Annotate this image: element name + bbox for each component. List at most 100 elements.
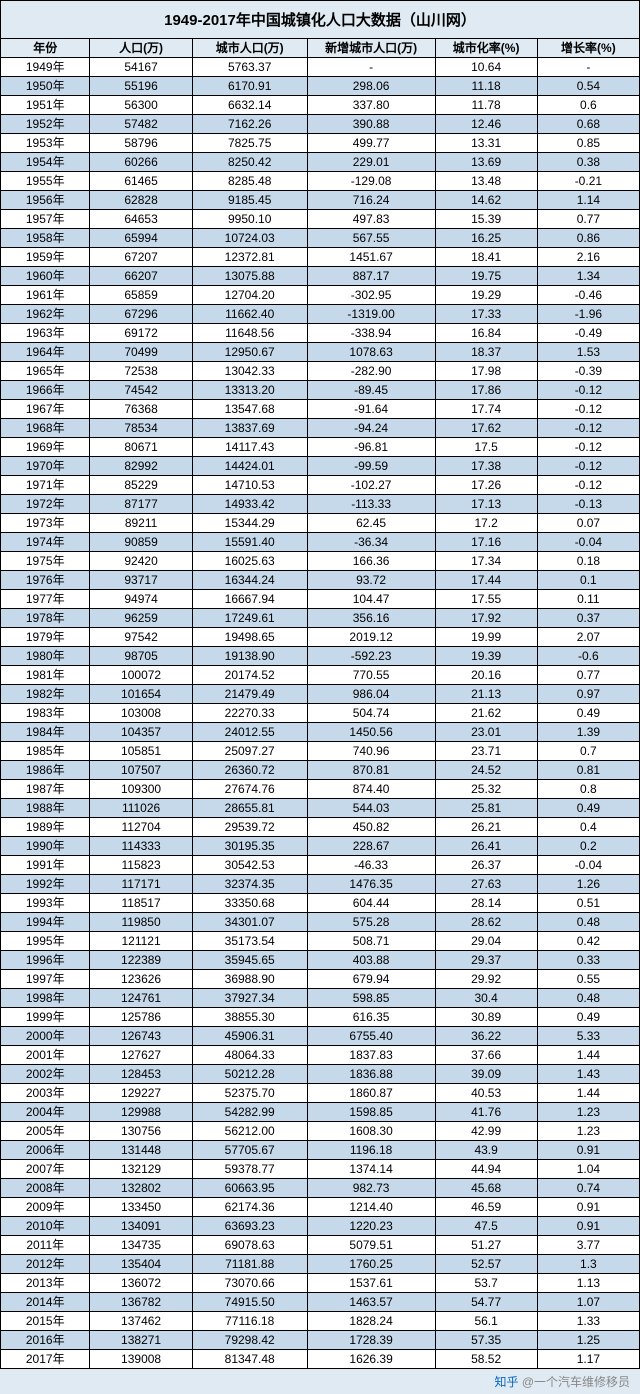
table-cell: 115823 xyxy=(90,856,192,875)
table-cell: 36988.90 xyxy=(192,970,307,989)
table-cell: 82992 xyxy=(90,457,192,476)
table-cell: 30.89 xyxy=(435,1008,537,1027)
table-cell: 19498.65 xyxy=(192,628,307,647)
table-row: 1953年587967825.75499.7713.310.85 xyxy=(1,134,640,153)
table-cell: 1978年 xyxy=(1,609,90,628)
table-cell: 1214.40 xyxy=(307,1198,435,1217)
table-cell: 1196.18 xyxy=(307,1141,435,1160)
table-cell: 13.48 xyxy=(435,172,537,191)
table-cell: 1.07 xyxy=(537,1293,639,1312)
table-cell: 1973年 xyxy=(1,514,90,533)
table-cell: 1598.85 xyxy=(307,1103,435,1122)
table-cell: 1991年 xyxy=(1,856,90,875)
table-row: 2014年13678274915.501463.5754.771.07 xyxy=(1,1293,640,1312)
table-cell: 1976年 xyxy=(1,571,90,590)
table-cell: 2003年 xyxy=(1,1084,90,1103)
table-cell: -0.6 xyxy=(537,647,639,666)
table-cell: 1982年 xyxy=(1,685,90,704)
table-cell: 33350.68 xyxy=(192,894,307,913)
table-cell: 1.17 xyxy=(537,1350,639,1369)
table-cell: 2015年 xyxy=(1,1312,90,1331)
table-cell: 13042.33 xyxy=(192,362,307,381)
table-cell: 15.39 xyxy=(435,210,537,229)
table-cell: 36.22 xyxy=(435,1027,537,1046)
table-cell: -46.33 xyxy=(307,856,435,875)
table-cell: -89.45 xyxy=(307,381,435,400)
table-cell: 43.9 xyxy=(435,1141,537,1160)
table-cell: 20174.52 xyxy=(192,666,307,685)
column-header: 年份 xyxy=(1,39,90,58)
table-cell: 69078.63 xyxy=(192,1236,307,1255)
table-cell: 0.18 xyxy=(537,552,639,571)
table-cell: 23.01 xyxy=(435,723,537,742)
table-cell: 16344.24 xyxy=(192,571,307,590)
table-cell: 18.37 xyxy=(435,343,537,362)
table-cell: 1463.57 xyxy=(307,1293,435,1312)
table-cell: 24.52 xyxy=(435,761,537,780)
table-row: 1987年10930027674.76874.4025.320.8 xyxy=(1,780,640,799)
table-cell: 716.24 xyxy=(307,191,435,210)
table-cell: 2007年 xyxy=(1,1160,90,1179)
table-row: 1964年7049912950.671078.6318.371.53 xyxy=(1,343,640,362)
column-header: 人口(万) xyxy=(90,39,192,58)
table-cell: 104.47 xyxy=(307,590,435,609)
table-cell: 13547.68 xyxy=(192,400,307,419)
table-cell: 34301.07 xyxy=(192,913,307,932)
table-cell: 0.49 xyxy=(537,799,639,818)
table-cell: 1608.30 xyxy=(307,1122,435,1141)
table-cell: 0.54 xyxy=(537,77,639,96)
table-cell: 56212.00 xyxy=(192,1122,307,1141)
table-cell: 0.77 xyxy=(537,666,639,685)
table-title: 1949-2017年中国城镇化人口大数据（山川网） xyxy=(0,0,640,38)
table-cell: 19.99 xyxy=(435,628,537,647)
table-cell: -0.12 xyxy=(537,419,639,438)
table-cell: 80671 xyxy=(90,438,192,457)
table-cell: 11648.56 xyxy=(192,324,307,343)
table-cell: 125786 xyxy=(90,1008,192,1027)
table-cell: 2008年 xyxy=(1,1179,90,1198)
table-cell: 16.84 xyxy=(435,324,537,343)
table-cell: 887.17 xyxy=(307,267,435,286)
table-cell: 166.36 xyxy=(307,552,435,571)
table-cell: -113.33 xyxy=(307,495,435,514)
table-row: 1967年7636813547.68-91.6417.74-0.12 xyxy=(1,400,640,419)
table-cell: 44.94 xyxy=(435,1160,537,1179)
table-cell: -102.27 xyxy=(307,476,435,495)
table-cell: 50212.28 xyxy=(192,1065,307,1084)
table-cell: 11662.40 xyxy=(192,305,307,324)
table-cell: 1626.39 xyxy=(307,1350,435,1369)
table-row: 1995年12112135173.54508.7129.040.42 xyxy=(1,932,640,951)
table-cell: 1977年 xyxy=(1,590,90,609)
table-cell: -129.08 xyxy=(307,172,435,191)
table-cell: 5.33 xyxy=(537,1027,639,1046)
table-cell: 8250.42 xyxy=(192,153,307,172)
table-cell: 12950.67 xyxy=(192,343,307,362)
table-cell: 2006年 xyxy=(1,1141,90,1160)
table-row: 2012年13540471181.881760.2552.571.3 xyxy=(1,1255,640,1274)
table-cell: 2013年 xyxy=(1,1274,90,1293)
table-cell: 17.13 xyxy=(435,495,537,514)
table-cell: 1476.35 xyxy=(307,875,435,894)
table-cell: 0.6 xyxy=(537,96,639,115)
table-cell: 25.81 xyxy=(435,799,537,818)
table-cell: 1951年 xyxy=(1,96,90,115)
table-row: 2010年13409163693.231220.2347.50.91 xyxy=(1,1217,640,1236)
table-cell: 74915.50 xyxy=(192,1293,307,1312)
table-cell: 0.91 xyxy=(537,1198,639,1217)
table-row: 1977年9497416667.94104.4717.550.11 xyxy=(1,590,640,609)
table-cell: 1.44 xyxy=(537,1046,639,1065)
table-cell: 5763.37 xyxy=(192,58,307,77)
table-row: 1952年574827162.26390.8812.460.68 xyxy=(1,115,640,134)
table-cell: 66207 xyxy=(90,267,192,286)
table-cell: 1987年 xyxy=(1,780,90,799)
table-cell: 16025.63 xyxy=(192,552,307,571)
table-cell: 0.33 xyxy=(537,951,639,970)
table-cell: 1972年 xyxy=(1,495,90,514)
table-cell: 23.71 xyxy=(435,742,537,761)
table-cell: 1988年 xyxy=(1,799,90,818)
table-cell: 504.74 xyxy=(307,704,435,723)
table-cell: 2.16 xyxy=(537,248,639,267)
table-cell: 679.94 xyxy=(307,970,435,989)
table-cell: 1956年 xyxy=(1,191,90,210)
table-row: 1982年10165421479.49986.0421.130.97 xyxy=(1,685,640,704)
